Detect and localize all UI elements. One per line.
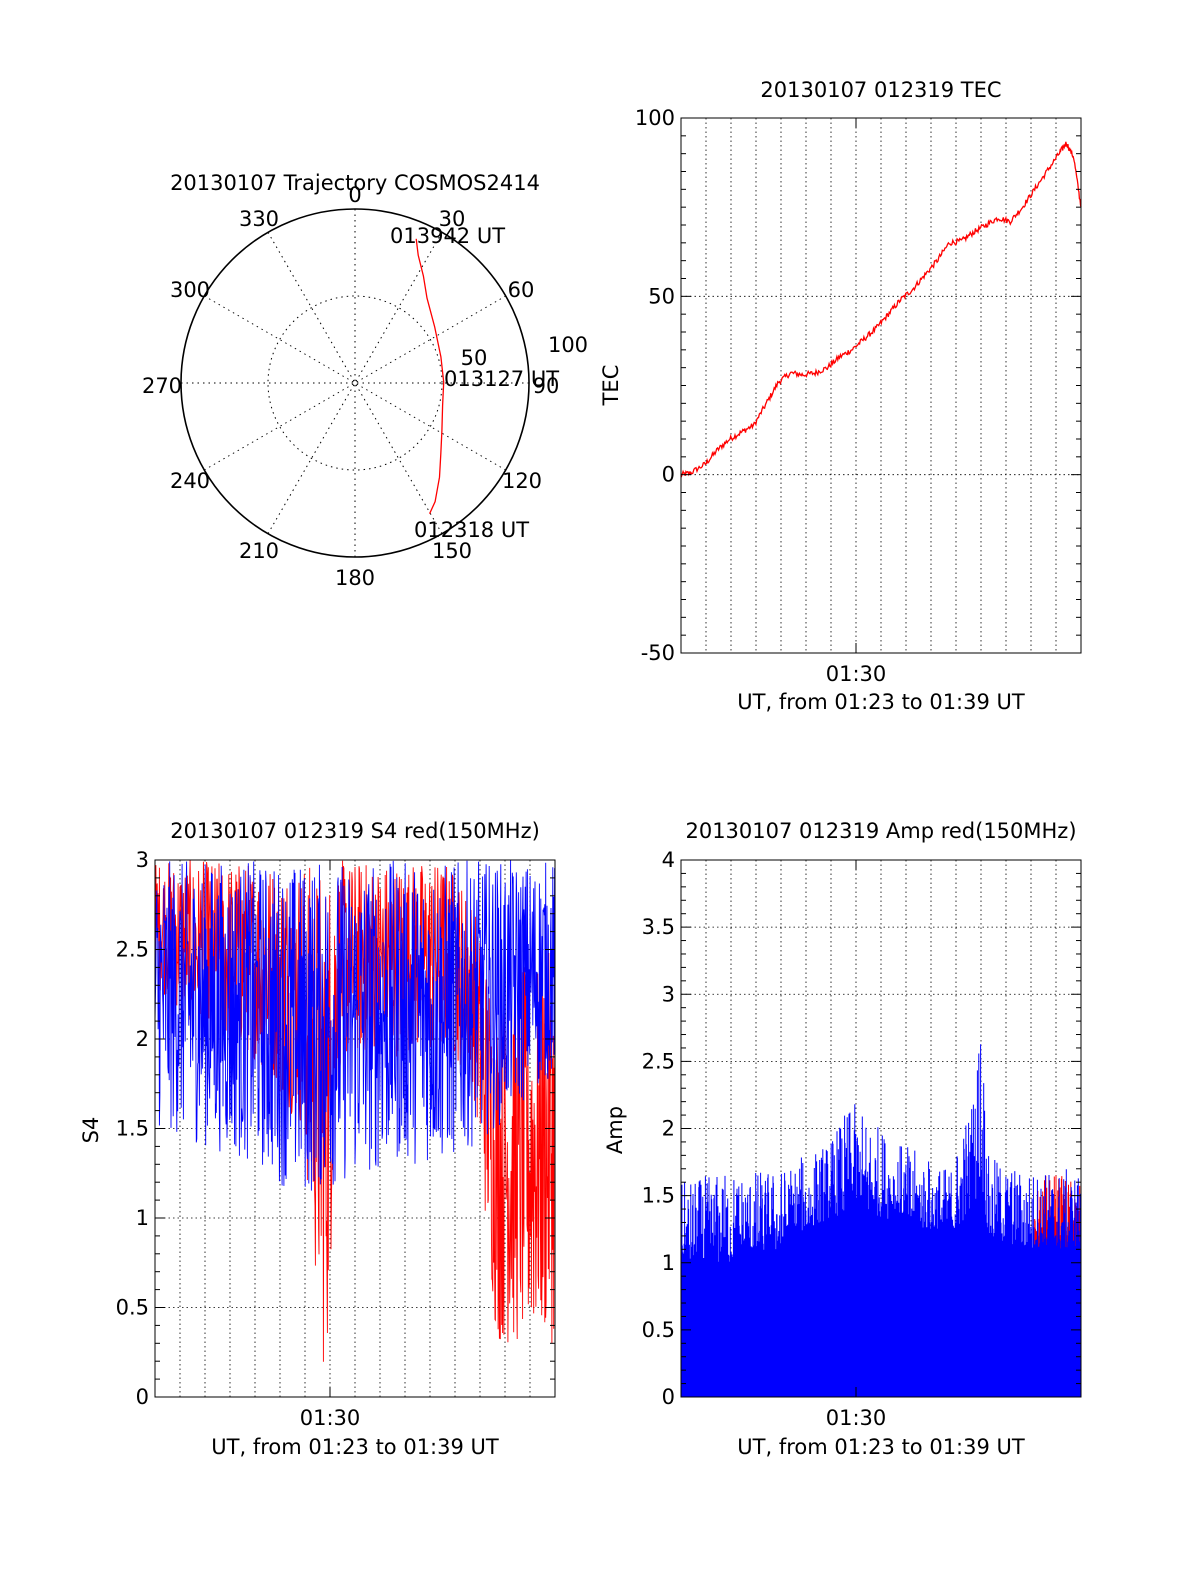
y-tick-label: -50	[641, 641, 675, 665]
amp-axes: 0 0.5 1 1.5 2 2.5 3 3.5 4 01:30	[642, 848, 1081, 1430]
amp-title: 20130107 012319 Amp red(150MHz)	[685, 819, 1076, 843]
polar-azimuth-label: 120	[502, 469, 542, 493]
trajectory-polar-panel: 20130107 Trajectory COSMOS2414 0 30 60 90 12…	[142, 171, 588, 590]
trajectory-track	[415, 238, 445, 514]
polar-azimuth-label: 150	[432, 539, 472, 563]
tec-title: 20130107 012319 TEC	[760, 78, 1001, 102]
polar-radial-label: 100	[548, 333, 588, 357]
y-tick-label: 3.5	[642, 915, 675, 939]
s4-title: 20130107 012319 S4 red(150MHz)	[170, 819, 540, 843]
s4-ylabel: S4	[79, 1117, 103, 1144]
x-tick-label: 01:30	[826, 662, 887, 686]
amp-xlabel: UT, from 01:23 to 01:39 UT	[737, 1435, 1025, 1459]
trajectory-time-label: 013127 UT	[444, 367, 559, 391]
s4-xlabel: UT, from 01:23 to 01:39 UT	[211, 1435, 499, 1459]
tec-series-line	[680, 141, 1082, 478]
polar-grid	[180, 208, 530, 558]
y-tick-label: 0.5	[642, 1318, 675, 1342]
y-tick-label: 2.5	[642, 1049, 675, 1073]
y-tick-label: 0	[662, 463, 675, 487]
polar-azimuth-label: 30	[439, 207, 466, 231]
y-tick-label: 0.5	[116, 1296, 149, 1320]
y-tick-label: 1.5	[642, 1184, 675, 1208]
polar-radial-label: 50	[461, 346, 488, 370]
polar-inner-circle	[267, 295, 443, 471]
polar-azimuth-label: 90	[533, 374, 560, 398]
y-tick-label: 1	[136, 1206, 149, 1230]
y-tick-label: 1	[662, 1251, 675, 1275]
polar-azimuth-label: 240	[170, 469, 210, 493]
s4-axes: 0 0.5 1 1.5 2 2.5 3 01:30	[116, 848, 555, 1430]
y-tick-label: 1.5	[116, 1117, 149, 1141]
y-tick-label: 100	[635, 106, 675, 130]
tec-grid	[681, 118, 1081, 653]
y-tick-label: 50	[648, 284, 675, 308]
y-tick-label: 3	[136, 848, 149, 872]
y-tick-label: 2.5	[116, 938, 149, 962]
polar-labels: 0 30 60 90 120 150 180 210 240 270 300 330 50 100	[142, 183, 588, 590]
series-trace	[154, 860, 556, 1191]
polar-azimuth-label: 60	[508, 278, 535, 302]
tec-panel: 20130107 012319 TEC -50 0 50 100 01:30 TEC U…	[599, 78, 1082, 714]
s4-series	[154, 860, 556, 1362]
x-tick-label: 01:30	[300, 1406, 361, 1430]
polar-azimuth-label: 210	[239, 539, 279, 563]
trajectory-time-label: 013942 UT	[390, 224, 505, 248]
series-trace	[680, 1044, 1082, 1397]
amp-ylabel: Amp	[603, 1106, 627, 1154]
amp-series	[680, 1044, 1082, 1397]
polar-spoke	[267, 232, 443, 534]
x-tick-label: 01:30	[826, 1406, 887, 1430]
trajectory-time-label: 012318 UT	[414, 518, 529, 542]
trajectory-title: 20130107 Trajectory COSMOS2414	[170, 171, 540, 195]
y-tick-label: 0	[662, 1385, 675, 1409]
s4-panel: 20130107 012319 S4 red(150MHz) 0 0.5 1 1.5 2…	[79, 819, 556, 1459]
y-tick-label: 2	[662, 1117, 675, 1141]
tec-axes: -50 0 50 100 01:30	[635, 106, 1081, 686]
tec-xlabel: UT, from 01:23 to 01:39 UT	[737, 690, 1025, 714]
polar-azimuth-label: 330	[239, 207, 279, 231]
polar-azimuth-label: 180	[335, 566, 375, 590]
polar-azimuth-label: 270	[142, 374, 182, 398]
y-tick-label: 0	[136, 1385, 149, 1409]
y-tick-label: 3	[662, 982, 675, 1006]
y-tick-label: 4	[662, 848, 675, 872]
trajectory-annotations: 013942 UT 013127 UT 012318 UT	[390, 224, 559, 542]
polar-azimuth-label: 300	[170, 278, 210, 302]
y-tick-label: 2	[136, 1027, 149, 1051]
polar-azimuth-label: 0	[348, 183, 361, 207]
tec-ylabel: TEC	[599, 365, 623, 407]
polar-spoke	[267, 232, 443, 534]
amp-panel: 20130107 012319 Amp red(150MHz) 0 0.5 1 1.5…	[603, 819, 1082, 1459]
